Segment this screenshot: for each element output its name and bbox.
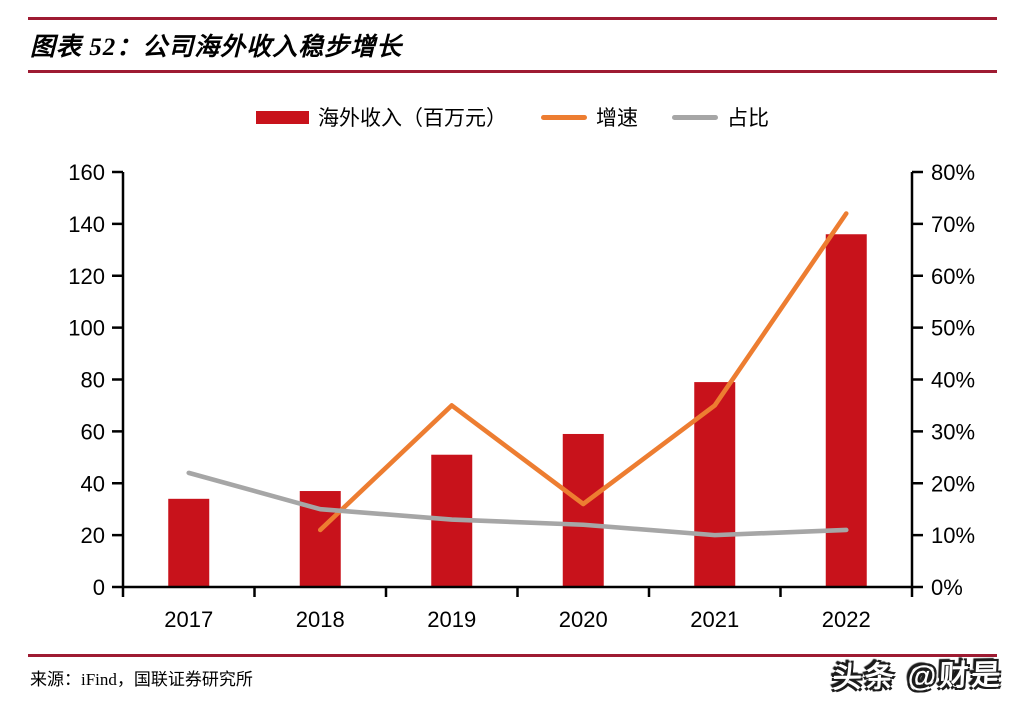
x-label-2018: 2018 (296, 607, 345, 632)
left-tick-label-40: 40 (81, 471, 105, 496)
x-label-2020: 2020 (559, 607, 608, 632)
bar-2020 (562, 433, 604, 587)
legend-item-revenue: 海外收入（百万元） (256, 102, 507, 132)
left-tick-label-120: 120 (68, 264, 105, 289)
bar-2017 (168, 498, 210, 587)
right-tick-label-40%: 40% (931, 368, 975, 393)
legend-item-share: 占比 (672, 102, 769, 132)
watermark: 头条 @财是 (831, 659, 1004, 695)
right-tick-label-80%: 80% (931, 160, 975, 185)
chart-legend: 海外收入（百万元） 增速 占比 (0, 101, 1025, 133)
figure-title: 图表 52：公司海外收入稳步增长 (30, 34, 403, 61)
left-tick-label-100: 100 (68, 316, 105, 341)
x-label-2022: 2022 (822, 607, 871, 632)
left-tick-label-60: 60 (81, 419, 105, 444)
right-tick-label-20%: 20% (931, 471, 975, 496)
source-note: 来源：iFind，国联证券研究所 (30, 670, 253, 689)
right-tick-label-60%: 60% (931, 264, 975, 289)
right-tick-label-30%: 30% (931, 419, 975, 444)
line-增速 (317, 211, 849, 533)
left-tick-label-160: 160 (68, 160, 105, 185)
bar-2022 (825, 234, 867, 587)
footer-rule (28, 654, 997, 657)
legend-item-growth: 增速 (541, 102, 638, 132)
legend-label-share: 占比 (727, 106, 769, 130)
right-tick-label-50%: 50% (931, 316, 975, 341)
revenue-bar-swatch (256, 110, 309, 124)
legend-label-revenue: 海外收入（百万元） (318, 106, 507, 130)
header-rule-top (28, 17, 997, 20)
right-tick-label-70%: 70% (931, 212, 975, 237)
left-tick-label-140: 140 (68, 212, 105, 237)
line-占比 (186, 470, 849, 538)
left-tick-label-80: 80 (81, 368, 105, 393)
x-label-2017: 2017 (164, 607, 213, 632)
share-line-swatch (672, 114, 718, 120)
right-tick-label-10%: 10% (931, 523, 975, 548)
bar-2021 (694, 382, 736, 587)
header-rule-bottom (28, 70, 997, 73)
x-label-2019: 2019 (427, 607, 476, 632)
legend-label-growth: 增速 (596, 106, 638, 130)
growth-line-swatch (541, 114, 587, 120)
right-tick-label-0%: 0% (931, 575, 963, 600)
left-tick-label-20: 20 (81, 523, 105, 548)
left-tick-label-0: 0 (93, 575, 105, 600)
x-label-2021: 2021 (690, 607, 739, 632)
